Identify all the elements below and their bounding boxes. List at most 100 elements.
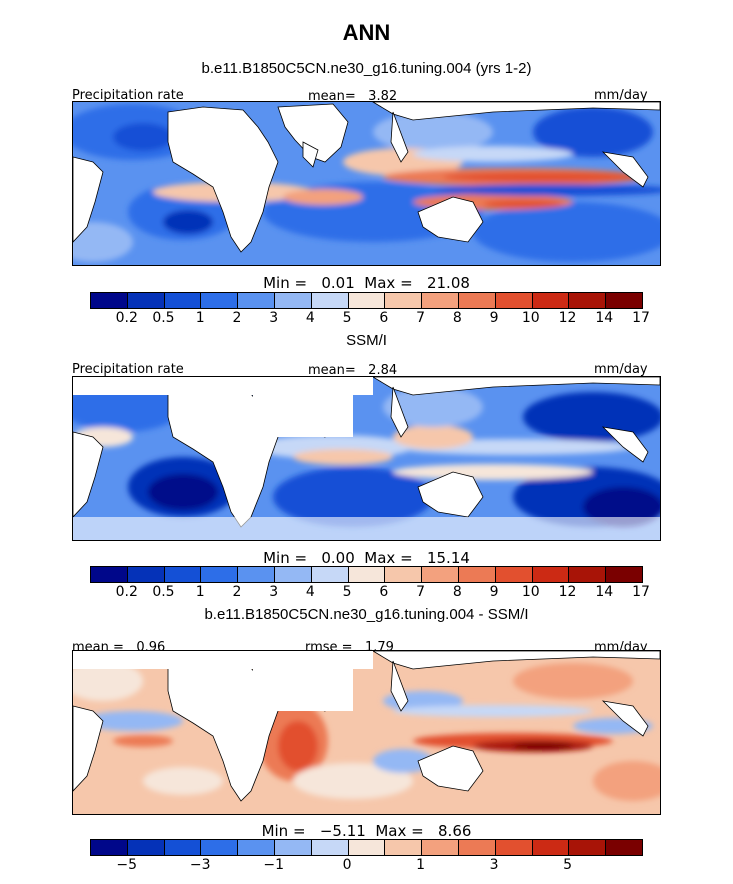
obs-units-label: mm/day	[594, 362, 648, 377]
obs-colorbar-tick-label: 6	[379, 584, 389, 600]
obs-colorbar-tick-label: 2	[232, 584, 242, 600]
obs-colorbar-tick-label: 5	[342, 584, 352, 600]
obs-colorbar-tick-label: 8	[452, 584, 462, 600]
diff-colorbar-segment	[569, 840, 607, 855]
obs-colorbar-tick-label: 12	[558, 584, 577, 600]
model-colorbar-tick-label: 3	[269, 310, 279, 326]
model-precip-map	[72, 101, 661, 266]
diff-min-value: −5.11	[319, 822, 366, 840]
model-units-label: mm/day	[594, 88, 648, 103]
diff-colorbar	[90, 839, 643, 856]
obs-colorbar-segment	[458, 567, 496, 582]
obs-colorbar	[90, 566, 643, 583]
model-colorbar-segment	[458, 293, 496, 308]
model-colorbar-tick-label: 1	[195, 310, 205, 326]
diff-colorbar-tick-label: 3	[489, 857, 499, 873]
diff-colorbar-segment	[238, 840, 275, 855]
obs-colorbar-segment	[495, 567, 533, 582]
obs-minmax: Min = 0.00 Max = 15.14	[263, 549, 470, 567]
model-colorbar-segment	[127, 293, 165, 308]
model-colorbar-tick-label: 7	[416, 310, 426, 326]
diff-colorbar-segment	[495, 840, 533, 855]
obs-colorbar-tick-label: 17	[632, 584, 650, 600]
model-colorbar	[90, 292, 643, 309]
figure-title: ANN	[342, 20, 391, 45]
obs-colorbar-tick-label: 0.5	[152, 584, 175, 600]
model-max-value: 21.08	[426, 274, 470, 292]
obs-subtitle: SSM/I	[346, 332, 387, 349]
obs-min-value: 0.00	[321, 549, 355, 567]
model-colorbar-tick-label: 17	[632, 310, 650, 326]
model-colorbar-segment	[238, 293, 275, 308]
model-minmax: Min = 0.01 Max = 21.08	[263, 274, 470, 292]
model-colorbar-tick-label: 14	[595, 310, 614, 326]
model-colorbar-tick-label: 10	[521, 310, 540, 326]
model-mean-label: mean= 3.82	[308, 89, 398, 104]
obs-colorbar-segment	[385, 567, 423, 582]
model-colorbar-segment	[164, 293, 202, 308]
obs-colorbar-ticks: 0.2 0.5 1 2 3 4 5 6 7 8 9 10 12 14 17	[90, 584, 650, 602]
model-colorbar-tick-label: 6	[379, 310, 389, 326]
diff-colorbar-segment	[385, 840, 423, 855]
model-subtitle: b.e11.B1850C5CN.ne30_g16.tuning.004 (yrs…	[201, 60, 532, 77]
obs-colorbar-tick-label: 14	[595, 584, 614, 600]
model-colorbar-tick-label: 2	[232, 310, 242, 326]
obs-colorbar-segment	[164, 567, 202, 582]
model-colorbar-segment	[348, 293, 386, 308]
obs-colorbar-tick-label: 4	[305, 584, 315, 600]
diff-precip-map	[72, 650, 661, 815]
diff-colorbar-segment	[606, 840, 642, 855]
obs-colorbar-tick-label: 10	[521, 584, 540, 600]
model-colorbar-segment	[495, 293, 533, 308]
diff-colorbar-segment	[274, 840, 312, 855]
obs-colorbar-segment	[569, 567, 607, 582]
model-variable-label: Precipitation rate	[72, 88, 184, 103]
model-colorbar-tick-label: 0.2	[115, 310, 138, 326]
model-colorbar-segment	[274, 293, 312, 308]
diff-colorbar-tick-label: 0	[342, 857, 352, 873]
obs-colorbar-segment	[91, 567, 128, 582]
diff-colorbar-segment	[164, 840, 202, 855]
model-colorbar-tick-label: 0.5	[152, 310, 175, 326]
model-colorbar-ticks: 0.2 0.5 1 2 3 4 5 6 7 8 9 10 12 14 17	[90, 310, 650, 328]
diff-colorbar-tick-label: −5	[116, 857, 138, 873]
model-colorbar-segment	[532, 293, 570, 308]
obs-colorbar-segment	[238, 567, 275, 582]
obs-mean-value: 2.84	[368, 363, 398, 378]
obs-colorbar-segment	[201, 567, 239, 582]
model-colorbar-segment	[606, 293, 642, 308]
diff-colorbar-tick-label: 1	[416, 857, 426, 873]
obs-colorbar-segment	[274, 567, 312, 582]
model-colorbar-segment	[422, 293, 459, 308]
obs-colorbar-segment	[127, 567, 165, 582]
obs-colorbar-tick-label: 7	[416, 584, 426, 600]
model-colorbar-tick-label: 4	[305, 310, 315, 326]
obs-max-value: 15.14	[426, 549, 470, 567]
obs-colorbar-tick-label: 0.2	[115, 584, 138, 600]
diff-colorbar-ticks: −5 −3 −1 0 1 3 5	[90, 857, 641, 875]
model-min-value: 0.01	[321, 274, 355, 292]
diff-colorbar-segment	[91, 840, 128, 855]
model-mean-value: 3.82	[368, 89, 398, 104]
model-colorbar-segment	[91, 293, 128, 308]
obs-colorbar-segment	[422, 567, 459, 582]
obs-variable-label: Precipitation rate	[72, 362, 184, 377]
diff-minmax: Min = −5.11 Max = 8.66	[261, 822, 472, 840]
diff-colorbar-segment	[422, 840, 459, 855]
model-colorbar-segment	[385, 293, 423, 308]
obs-colorbar-tick-label: 3	[269, 584, 279, 600]
obs-precip-map	[72, 376, 661, 541]
obs-colorbar-tick-label: 9	[489, 584, 499, 600]
obs-colorbar-segment	[348, 567, 386, 582]
model-colorbar-tick-label: 5	[342, 310, 352, 326]
diff-colorbar-tick-label: −1	[263, 857, 284, 873]
obs-colorbar-segment	[606, 567, 642, 582]
model-colorbar-tick-label: 8	[452, 310, 462, 326]
obs-colorbar-segment	[311, 567, 349, 582]
model-colorbar-segment	[569, 293, 607, 308]
diff-max-value: 8.66	[438, 822, 472, 840]
diff-colorbar-segment	[348, 840, 386, 855]
diff-colorbar-tick-label: −3	[189, 857, 211, 873]
obs-colorbar-tick-label: 1	[195, 584, 205, 600]
diff-colorbar-segment	[311, 840, 349, 855]
